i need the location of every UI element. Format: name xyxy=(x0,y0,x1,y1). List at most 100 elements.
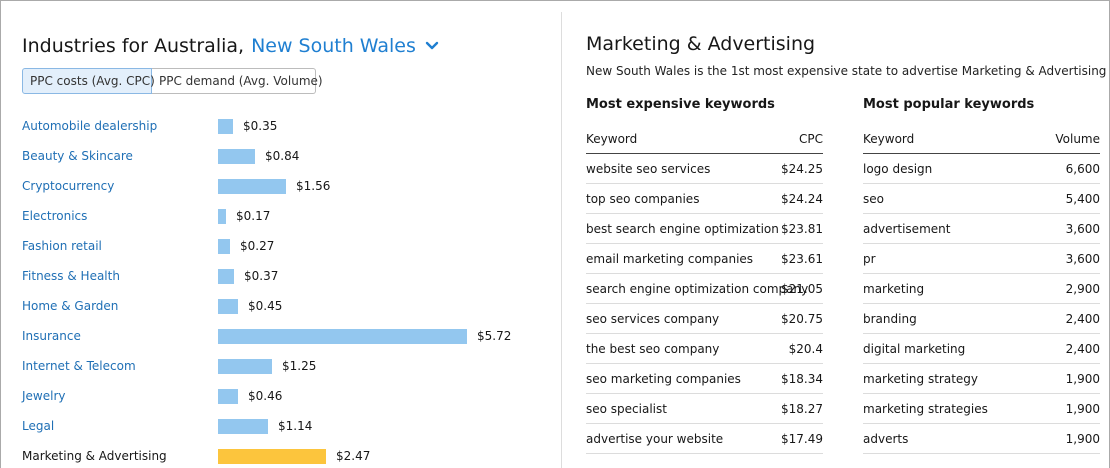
table-row: website seo services $24.25 xyxy=(586,154,823,184)
keyword-cell: advertisement xyxy=(863,222,951,236)
industry-label[interactable]: Fashion retail xyxy=(22,239,102,253)
industry-row[interactable]: Legal $1.14 xyxy=(22,417,552,437)
value-cell: $20.4 xyxy=(788,342,823,356)
popular-rows: logo design 6,600 seo 5,400 advertisement 3,6… xyxy=(863,154,1100,454)
table-row: marketing strategies 1,900 xyxy=(863,394,1100,424)
industry-row[interactable]: Home & Garden $0.45 xyxy=(22,297,552,317)
cpc-bar[interactable] xyxy=(218,269,234,284)
cpc-value: $0.46 xyxy=(248,389,283,403)
detail-subtitle: New South Wales is the 1st most expensiv… xyxy=(586,64,1107,78)
industry-label[interactable]: Home & Garden xyxy=(22,299,119,313)
cpc-value: $0.84 xyxy=(265,149,300,163)
title-prefix: Industries for Australia, xyxy=(22,35,245,57)
cpc-value: $5.72 xyxy=(477,329,512,343)
industry-label[interactable]: Beauty & Skincare xyxy=(22,149,133,163)
table-row: email marketing companies $23.61 xyxy=(586,244,823,274)
industry-label[interactable]: Automobile dealership xyxy=(22,119,158,133)
cpc-bar[interactable] xyxy=(218,449,326,464)
value-cell: $18.27 xyxy=(781,402,823,416)
keyword-column-header: Keyword xyxy=(863,132,915,146)
industries-title: Industries for Australia, New South Wale… xyxy=(22,33,439,59)
industry-row[interactable]: Fashion retail $0.27 xyxy=(22,237,552,257)
industry-label[interactable]: Fitness & Health xyxy=(22,269,120,283)
keyword-cell: adverts xyxy=(863,432,909,446)
keyword-cell: seo xyxy=(863,192,884,206)
cpc-value: $0.27 xyxy=(240,239,275,253)
table-row: advertisement 3,600 xyxy=(863,214,1100,244)
value-cell: 2,900 xyxy=(1065,282,1100,296)
table-header: Keyword Volume xyxy=(863,124,1100,154)
cpc-value: $2.47 xyxy=(336,449,371,463)
value-cell: 1,900 xyxy=(1065,372,1100,386)
keyword-cell: the best seo company xyxy=(586,342,720,356)
industry-row[interactable]: Marketing & Advertising $2.47 xyxy=(22,447,552,467)
keyword-cell: logo design xyxy=(863,162,933,176)
industry-label[interactable]: Insurance xyxy=(22,329,81,343)
industry-label[interactable]: Jewelry xyxy=(22,389,66,403)
table-row: digital marketing 2,400 xyxy=(863,334,1100,364)
region-dropdown[interactable]: New South Wales xyxy=(251,35,416,57)
cpc-bar[interactable] xyxy=(218,239,230,254)
table-row: adverts 1,900 xyxy=(863,424,1100,454)
value-cell: 5,400 xyxy=(1065,192,1100,206)
cpc-bar[interactable] xyxy=(218,179,286,194)
expensive-keywords-table: Most expensive keywords Keyword CPC webs… xyxy=(586,97,823,454)
cpc-bar[interactable] xyxy=(218,299,238,314)
cpc-value: $0.37 xyxy=(244,269,279,283)
value-cell: $17.49 xyxy=(781,432,823,446)
metric-toggle: PPC costs (Avg. CPC) PPC demand (Avg. Vo… xyxy=(22,68,323,94)
table-row: marketing 2,900 xyxy=(863,274,1100,304)
industry-row[interactable]: Internet & Telecom $1.25 xyxy=(22,357,552,377)
cpc-bar[interactable] xyxy=(218,149,255,164)
cpc-bar[interactable] xyxy=(218,419,268,434)
cpc-value: $1.25 xyxy=(282,359,317,373)
cpc-bar[interactable] xyxy=(218,329,467,344)
chevron-down-icon[interactable] xyxy=(425,41,439,51)
keyword-cell: seo specialist xyxy=(586,402,667,416)
keyword-cell: top seo companies xyxy=(586,192,700,206)
industry-label[interactable]: Cryptocurrency xyxy=(22,179,115,193)
table-row: seo specialist $18.27 xyxy=(586,394,823,424)
value-cell: 3,600 xyxy=(1065,222,1100,236)
industry-row[interactable]: Jewelry $0.46 xyxy=(22,387,552,407)
keyword-cell: advertise your website xyxy=(586,432,724,446)
industry-row[interactable]: Cryptocurrency $1.56 xyxy=(22,177,552,197)
table-row: seo services company $20.75 xyxy=(586,304,823,334)
cpc-value: $1.56 xyxy=(296,179,331,193)
keyword-cell: search engine optimization company xyxy=(586,282,809,296)
industry-row[interactable]: Automobile dealership $0.35 xyxy=(22,117,552,137)
keyword-cell: pr xyxy=(863,252,876,266)
value-cell: 1,900 xyxy=(1065,402,1100,416)
industry-row[interactable]: Insurance $5.72 xyxy=(22,327,552,347)
industry-label[interactable]: Electronics xyxy=(22,209,88,223)
table-header: Keyword CPC xyxy=(586,124,823,154)
cpc-bar[interactable] xyxy=(218,359,272,374)
value-cell: 6,600 xyxy=(1065,162,1100,176)
industry-row[interactable]: Beauty & Skincare $0.84 xyxy=(22,147,552,167)
table-row: search engine optimization company $21.05 xyxy=(586,274,823,304)
cpc-value: $0.35 xyxy=(243,119,278,133)
expensive-rows: website seo services $24.25 top seo compan… xyxy=(586,154,823,454)
table-row: logo design 6,600 xyxy=(863,154,1100,184)
table-row: best search engine optimization $23.81 xyxy=(586,214,823,244)
industry-row[interactable]: Fitness & Health $0.37 xyxy=(22,267,552,287)
industry-detail-panel: Marketing & Advertising New South Wales … xyxy=(562,1,1109,468)
industry-label[interactable]: Marketing & Advertising xyxy=(22,449,167,463)
industry-row[interactable]: Electronics $0.17 xyxy=(22,207,552,227)
industry-label[interactable]: Internet & Telecom xyxy=(22,359,136,373)
industries-panel: Industries for Australia, New South Wale… xyxy=(1,1,561,468)
table-row: seo 5,400 xyxy=(863,184,1100,214)
value-cell: $23.61 xyxy=(781,252,823,266)
industry-label[interactable]: Legal xyxy=(22,419,55,433)
cpc-bar[interactable] xyxy=(218,119,233,134)
cpc-bar[interactable] xyxy=(218,209,226,224)
keyword-cell: email marketing companies xyxy=(586,252,754,266)
ppc-demand-tab[interactable]: PPC demand (Avg. Volume) xyxy=(152,68,323,94)
ppc-costs-tab[interactable]: PPC costs (Avg. CPC) xyxy=(22,68,155,94)
table-row: branding 2,400 xyxy=(863,304,1100,334)
value-cell: $23.81 xyxy=(781,222,823,236)
value-cell: 1,900 xyxy=(1065,432,1100,446)
value-cell: $20.75 xyxy=(781,312,823,326)
cpc-bar[interactable] xyxy=(218,389,238,404)
value-cell: $24.24 xyxy=(781,192,823,206)
